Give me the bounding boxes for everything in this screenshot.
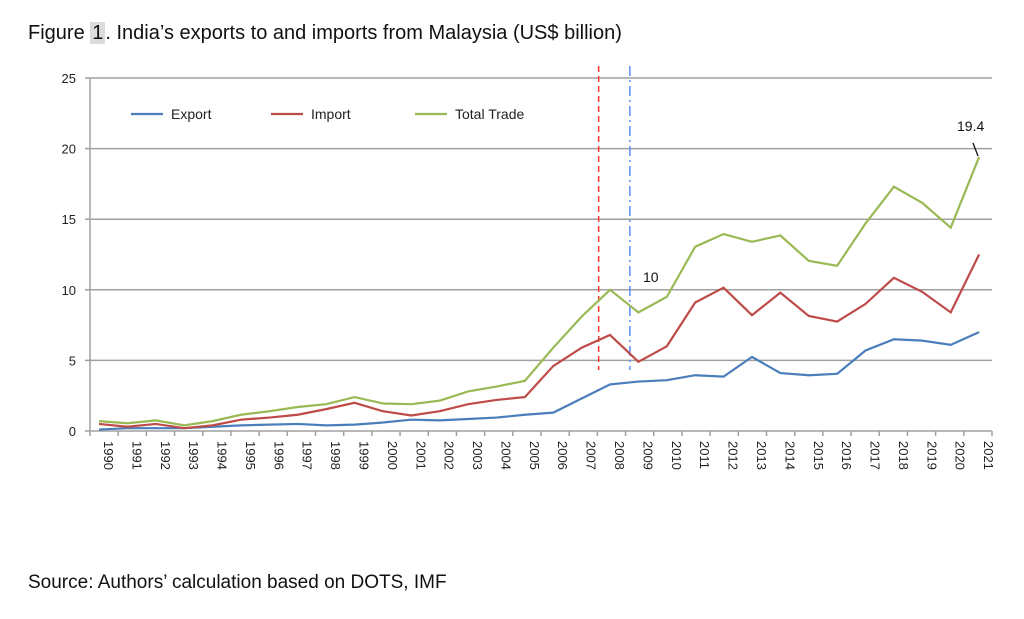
x-tick-label: 2010: [669, 441, 684, 470]
x-tick-label: 2012: [726, 441, 741, 470]
legend-label: Total Trade: [455, 106, 524, 122]
x-tick-label: 2016: [839, 441, 854, 470]
x-tick-label: 1997: [300, 441, 315, 470]
x-tick-label: 2015: [811, 441, 826, 470]
y-tick-label: 25: [62, 71, 76, 86]
x-tick-label: 2006: [555, 441, 570, 470]
y-tick-label: 15: [62, 212, 76, 227]
title-prefix: Figure: [28, 22, 91, 44]
x-tick-label: 2002: [442, 441, 457, 470]
x-tick-label: 2017: [868, 441, 883, 470]
x-tick-label: 2001: [413, 441, 428, 470]
y-tick-label: 5: [69, 353, 76, 368]
x-tick-label: 1999: [357, 441, 372, 470]
legend-label: Export: [171, 106, 212, 122]
x-tick-label: 2009: [640, 441, 655, 470]
x-tick-label: 2008: [612, 441, 627, 470]
x-tick-label: 2014: [782, 441, 797, 470]
x-tick-label: 1990: [101, 441, 116, 470]
x-tick-label: 2019: [924, 441, 939, 470]
x-tick-label: 2021: [981, 441, 996, 470]
x-tick-label: 1993: [186, 441, 201, 470]
annotation-leader: [972, 142, 979, 157]
x-tick-label: 2003: [470, 441, 485, 470]
x-tick-label: 1991: [129, 441, 144, 470]
x-tick-label: 1998: [328, 441, 343, 470]
x-tick-label: 2005: [527, 441, 542, 470]
x-tick-label: 2007: [584, 441, 599, 470]
series-line-import: [98, 254, 981, 430]
figure-title: Figure 1. India’s exports to and imports…: [28, 22, 622, 45]
legend-label: Import: [311, 106, 351, 122]
x-tick-label: 2020: [953, 441, 968, 470]
source-note: Source: Authors’ calculation based on DO…: [28, 572, 447, 593]
series-line-export: [98, 331, 980, 431]
x-tick-label: 2000: [385, 441, 400, 470]
y-tick-label: 0: [69, 424, 76, 439]
x-tick-label: 1994: [215, 441, 230, 470]
title-rest: . India’s exports to and imports from Ma…: [105, 22, 622, 44]
x-tick-label: 2018: [896, 441, 911, 470]
y-tick-label: 20: [62, 142, 76, 157]
x-tick-label: 2011: [697, 441, 712, 469]
x-tick-label: 1992: [158, 441, 173, 470]
y-tick-label: 10: [62, 283, 76, 298]
x-tick-label: 1995: [243, 441, 258, 470]
x-tick-label: 1996: [271, 441, 286, 470]
annotation-label: 19.4: [957, 118, 984, 134]
series-line-total-trade: [98, 156, 981, 427]
x-tick-label: 2013: [754, 441, 769, 470]
figure-number: 1: [90, 22, 106, 44]
annotation-label: 10: [643, 269, 659, 285]
x-tick-label: 2004: [498, 441, 513, 470]
